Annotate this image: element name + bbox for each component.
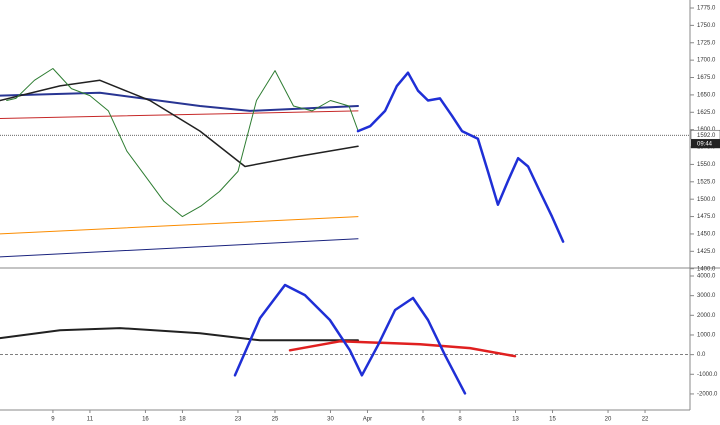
- y-tick-label: 1750.0: [697, 23, 716, 29]
- y-tick-label: 4000.0: [697, 274, 716, 280]
- y-tick-label: 2000.0: [697, 313, 716, 319]
- y-tick-label: 1700.0: [697, 58, 716, 64]
- x-tick-label: 8: [458, 417, 462, 423]
- countdown-label: 09:44: [697, 141, 713, 147]
- y-tick-label: 1625.0: [697, 110, 716, 116]
- series-line: [0, 79, 359, 168]
- y-tick-label: 1725.0: [697, 40, 716, 46]
- y-tick-label: 1400.0: [697, 266, 716, 272]
- y-tick-label: 1450.0: [697, 232, 716, 238]
- y-tick-label: 1525.0: [697, 179, 716, 185]
- y-tick-label: 1550.0: [697, 162, 716, 168]
- x-tick-label: 15: [549, 417, 556, 423]
- x-tick-label: 22: [642, 417, 649, 423]
- x-tick-label: 13: [512, 417, 519, 423]
- series-line: [6, 68, 359, 218]
- x-tick-label: 16: [142, 417, 149, 423]
- x-tick-label: Apr: [363, 417, 372, 423]
- y-tick-label: 1475.0: [697, 214, 716, 220]
- series-line: [0, 216, 359, 235]
- y-tick-label: 1775.0: [697, 6, 716, 12]
- y-tick-label: 1675.0: [697, 75, 716, 81]
- x-tick-label: 6: [421, 417, 425, 423]
- series-line: [0, 91, 359, 112]
- x-tick-label: 11: [87, 417, 94, 423]
- y-tick-label: 1425.0: [697, 249, 716, 255]
- y-tick-label: -2000.0: [697, 392, 718, 398]
- series-line: [233, 283, 467, 395]
- series-line: [356, 71, 565, 243]
- y-tick-label: 1650.0: [697, 92, 716, 98]
- series-line: [0, 110, 359, 119]
- y-tick-label: 1500.0: [697, 197, 716, 203]
- x-tick-label: 23: [235, 417, 242, 423]
- series-line: [0, 238, 359, 258]
- x-tick-label: 18: [179, 417, 186, 423]
- x-tick-label: 25: [272, 417, 279, 423]
- y-tick-label: -1000.0: [697, 372, 718, 378]
- y-tick-label: 1000.0: [697, 333, 716, 339]
- price-tag-label: 1592.0: [697, 133, 716, 139]
- series-line: [0, 327, 359, 342]
- x-tick-label: 9: [51, 417, 55, 423]
- x-tick-label: 30: [327, 417, 334, 423]
- y-tick-label: 0.0: [697, 352, 706, 358]
- countdown-tag: [691, 139, 720, 149]
- y-tick-label: 3000.0: [697, 293, 716, 299]
- series-line: [288, 340, 517, 358]
- x-tick-label: 20: [605, 417, 612, 423]
